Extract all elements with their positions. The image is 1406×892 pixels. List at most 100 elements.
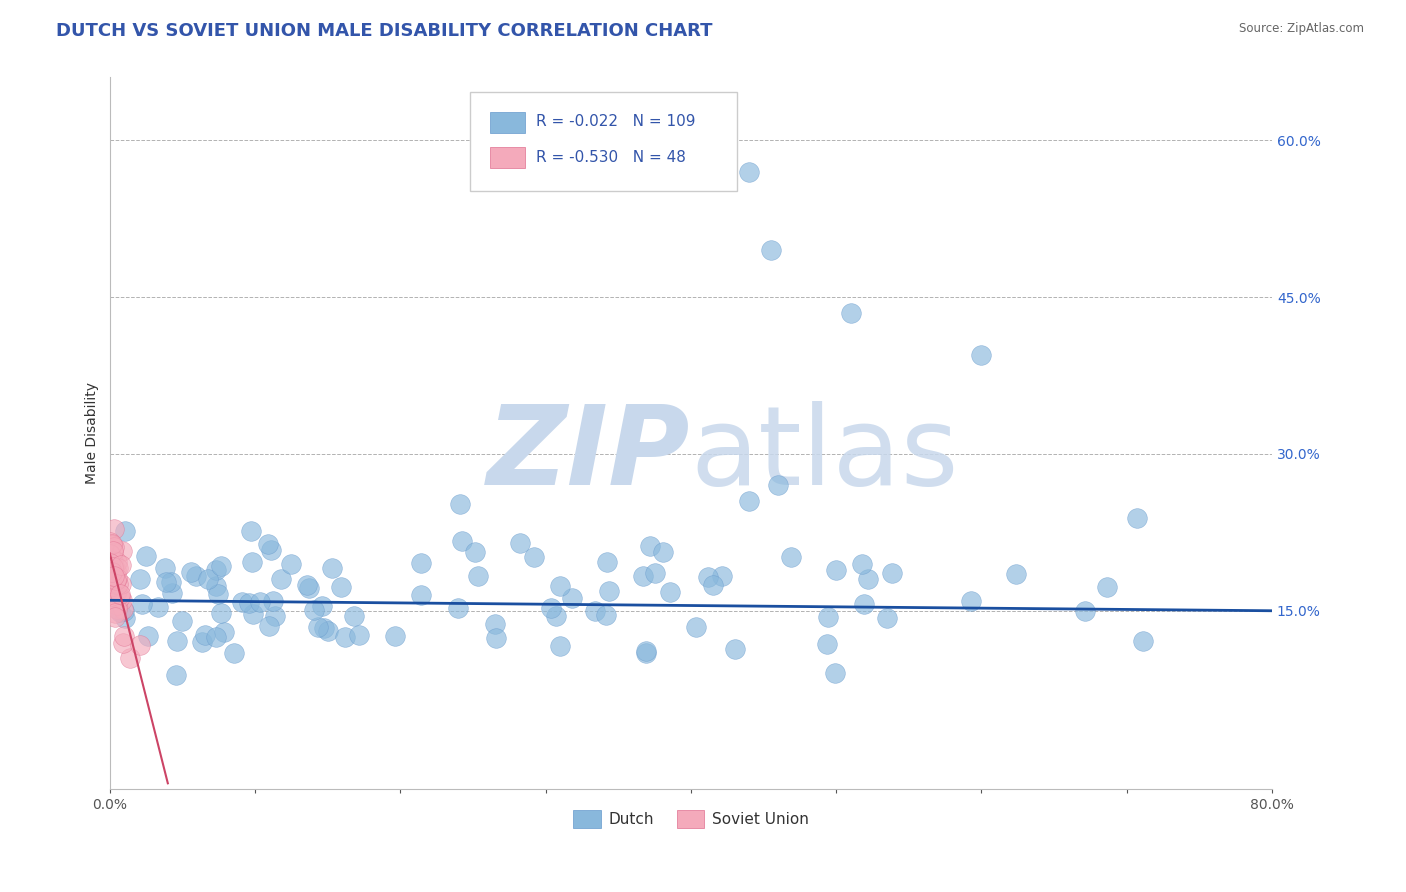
Point — [561, 591, 583, 606]
Point — [100, 538, 122, 552]
Point — [101, 560, 124, 574]
Point — [583, 604, 606, 618]
Point — [118, 651, 141, 665]
Point — [464, 545, 486, 559]
Legend: Dutch, Soviet Union: Dutch, Soviet Union — [567, 805, 814, 834]
Point — [270, 572, 292, 586]
Point — [135, 549, 157, 564]
Point — [104, 573, 127, 587]
Point — [257, 537, 280, 551]
Point — [138, 629, 160, 643]
Point — [485, 632, 508, 646]
Point — [652, 545, 675, 559]
Point — [103, 553, 125, 567]
Point — [112, 629, 135, 643]
Point — [329, 580, 352, 594]
Point — [447, 601, 470, 615]
Point — [298, 581, 321, 595]
Point — [659, 584, 682, 599]
Point — [110, 577, 132, 591]
Point — [100, 573, 122, 587]
Point — [342, 608, 364, 623]
FancyBboxPatch shape — [470, 92, 737, 191]
Point — [207, 587, 229, 601]
Point — [111, 544, 134, 558]
Point — [101, 579, 124, 593]
Point — [242, 607, 264, 621]
Point — [1004, 566, 1026, 581]
Point — [970, 347, 993, 361]
Point — [738, 164, 761, 178]
Point — [129, 638, 152, 652]
Point — [100, 567, 122, 582]
Point — [111, 593, 134, 607]
Point — [101, 565, 124, 579]
Text: atlas: atlas — [690, 401, 959, 508]
Point — [205, 579, 228, 593]
Point — [153, 561, 176, 575]
Point — [114, 524, 136, 538]
Point — [104, 606, 127, 620]
Point — [98, 576, 121, 591]
Point — [509, 536, 531, 550]
Text: DUTCH VS SOVIET UNION MALE DISABILITY CORRELATION CHART: DUTCH VS SOVIET UNION MALE DISABILITY CO… — [56, 22, 713, 40]
Point — [103, 559, 125, 574]
Point — [1074, 604, 1097, 618]
Point — [160, 575, 183, 590]
Point — [1095, 580, 1118, 594]
Point — [105, 599, 128, 613]
Point — [316, 624, 339, 638]
Point — [111, 636, 134, 650]
Point — [104, 609, 127, 624]
Point — [101, 560, 124, 574]
Point — [238, 596, 260, 610]
Point — [1132, 633, 1154, 648]
Point — [335, 631, 357, 645]
Point — [101, 537, 124, 551]
Point — [101, 544, 124, 558]
Point — [347, 628, 370, 642]
Point — [839, 306, 862, 320]
Point — [240, 524, 263, 539]
Point — [595, 607, 617, 622]
Point — [209, 606, 232, 620]
Point — [766, 478, 789, 492]
Point — [697, 569, 720, 583]
Point — [852, 598, 875, 612]
Point — [262, 594, 284, 608]
Point — [484, 617, 506, 632]
Point — [103, 522, 125, 536]
Point — [172, 614, 194, 628]
Point — [724, 641, 747, 656]
FancyBboxPatch shape — [489, 147, 524, 169]
Point — [321, 560, 343, 574]
Point — [103, 576, 125, 591]
Point — [685, 620, 707, 634]
Point — [240, 555, 263, 569]
Point — [107, 584, 129, 599]
Point — [409, 556, 432, 570]
Point — [108, 587, 131, 601]
Point — [631, 569, 654, 583]
Point — [260, 542, 283, 557]
Point — [110, 558, 132, 572]
Point — [112, 601, 135, 615]
Point — [212, 625, 235, 640]
Text: R = -0.022   N = 109: R = -0.022 N = 109 — [536, 114, 696, 129]
Point — [107, 561, 129, 575]
Point — [851, 557, 873, 571]
Point — [409, 588, 432, 602]
Point — [550, 579, 572, 593]
Point — [180, 565, 202, 579]
Point — [98, 547, 121, 561]
Point — [815, 637, 838, 651]
Point — [311, 599, 333, 613]
Point — [108, 591, 131, 605]
Point — [114, 610, 136, 624]
Point — [103, 569, 125, 583]
Point — [523, 550, 546, 565]
Point — [105, 602, 128, 616]
Point — [105, 586, 128, 600]
Point — [98, 566, 121, 580]
Point — [101, 546, 124, 560]
